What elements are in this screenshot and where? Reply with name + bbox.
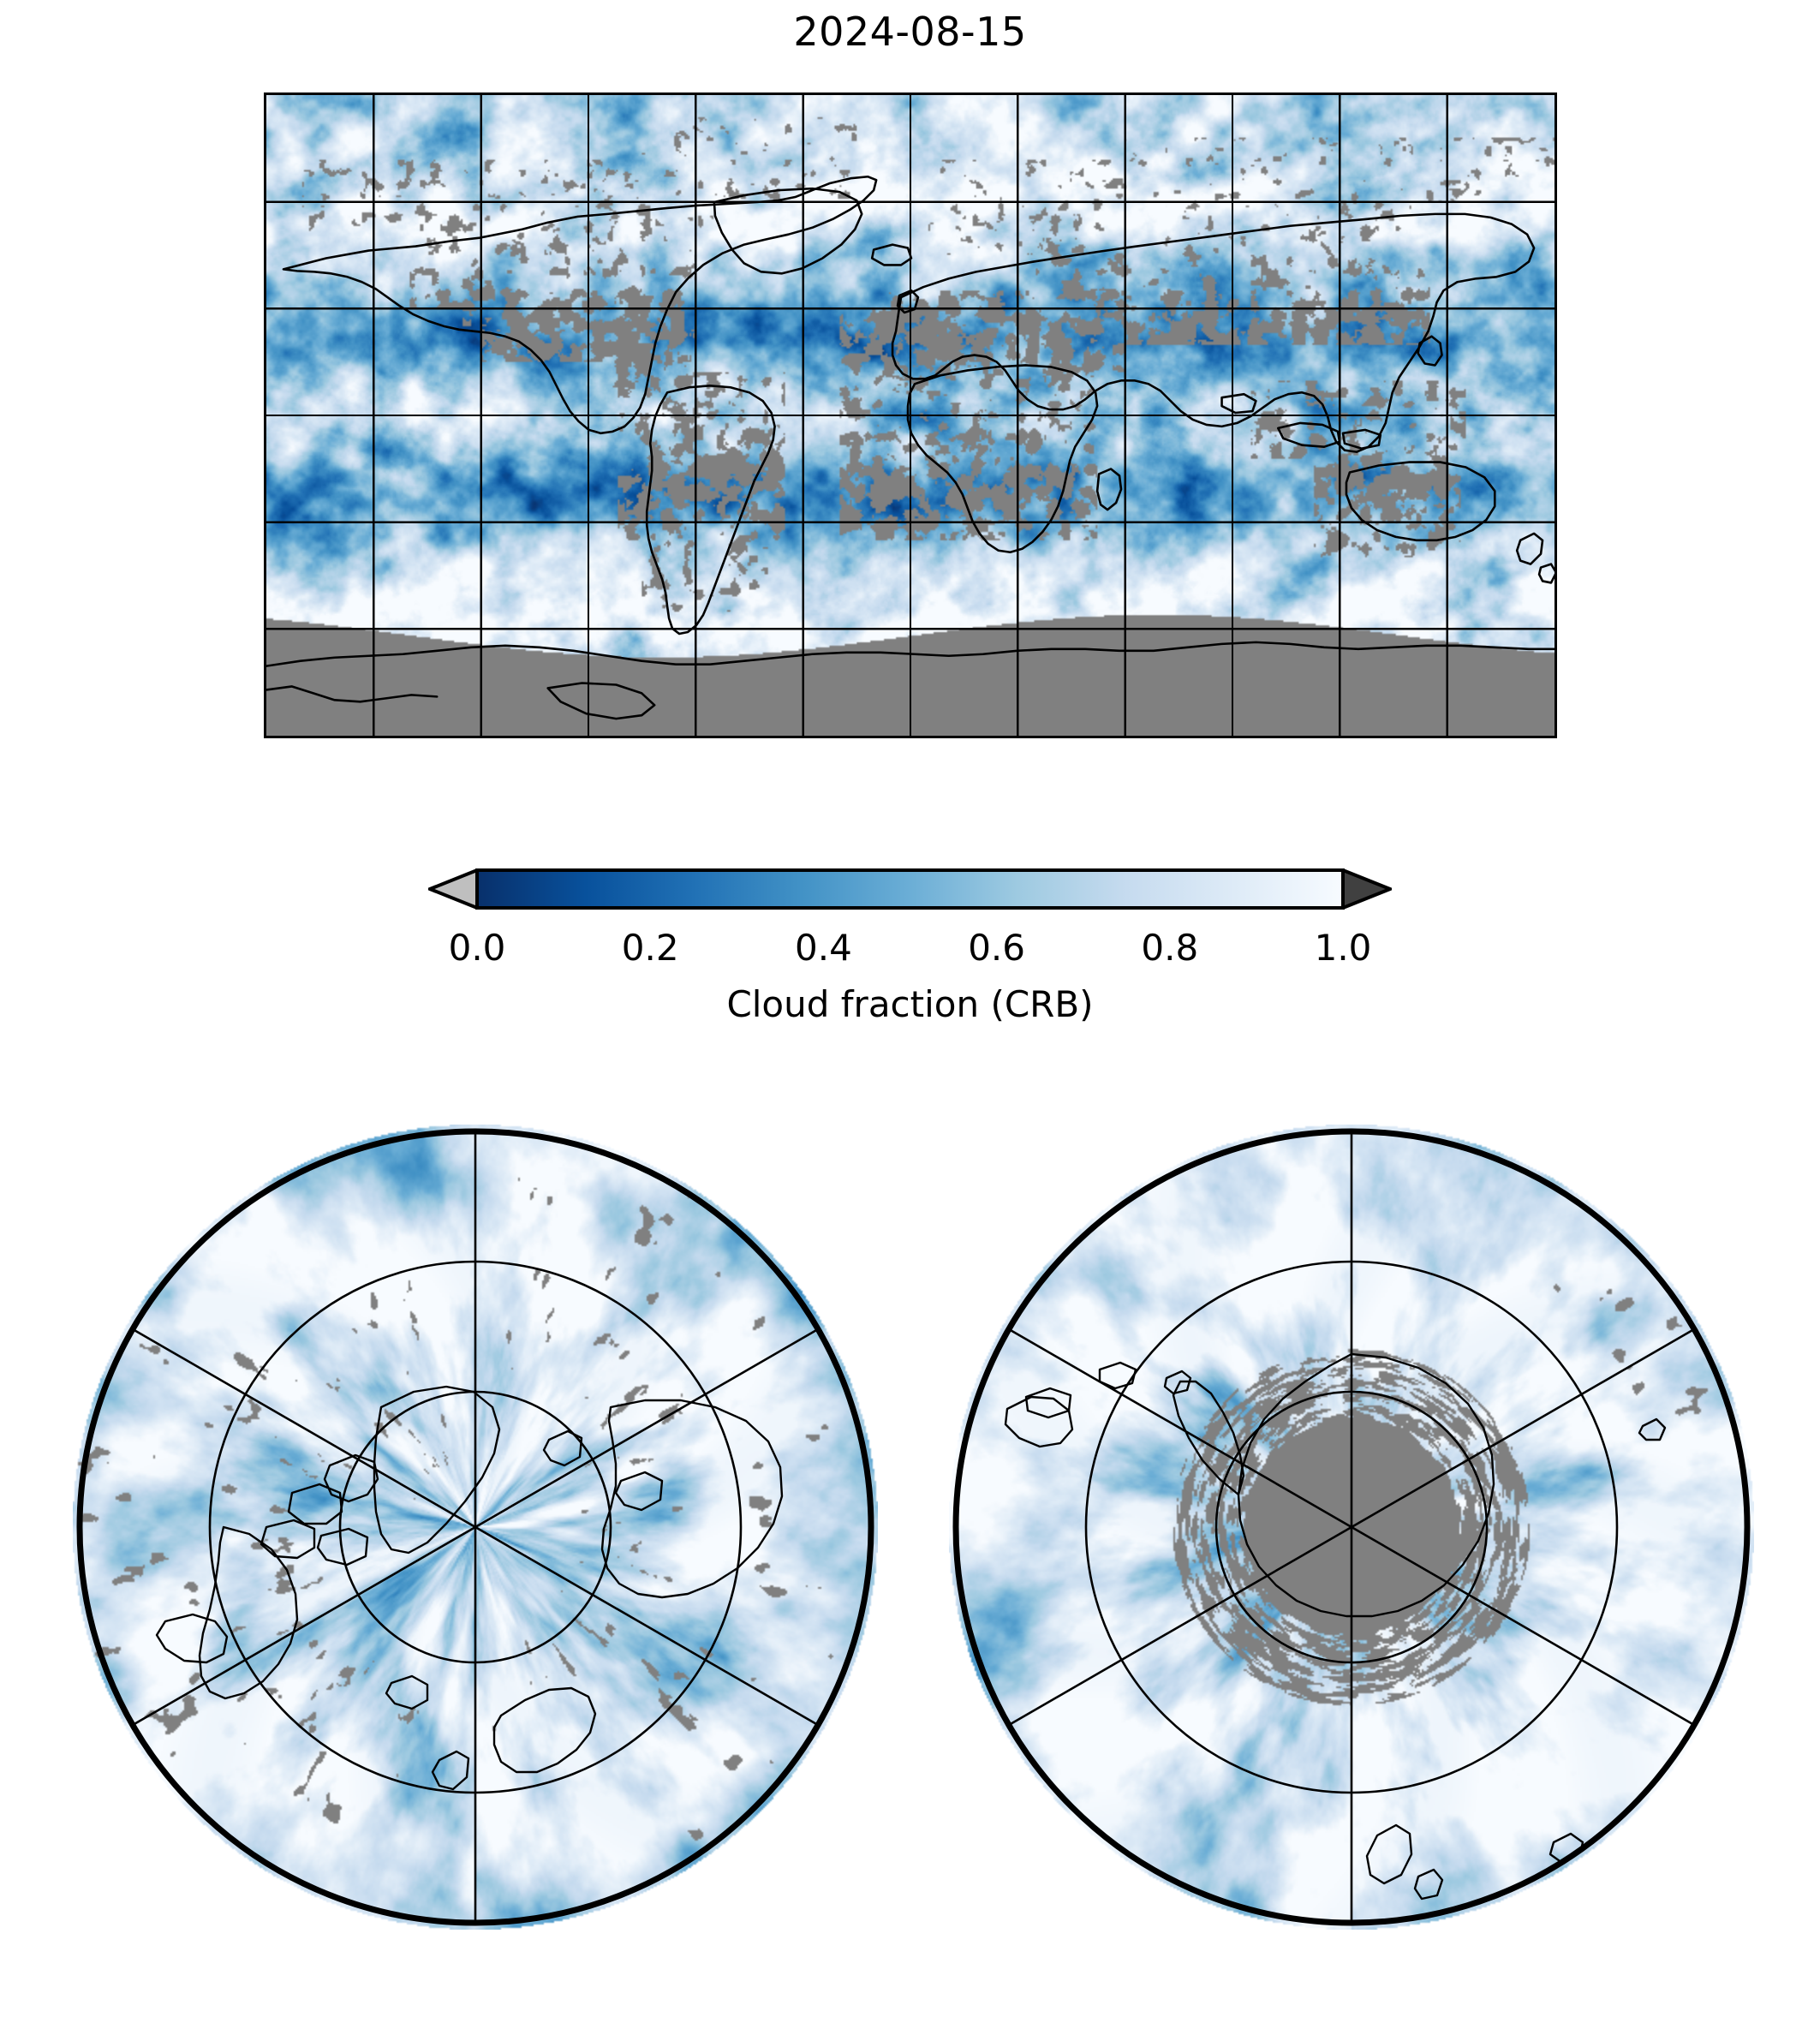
colorbar[interactable] [428,868,1392,910]
south-polar-meridian-120 [1008,1328,1695,1727]
colorbar-tick-0: 0.0 [448,927,506,969]
colorbar-axis-label: Cloud fraction (CRB) [726,983,1094,1025]
page-title: 2024-08-15 [793,9,1027,55]
global-map-panel[interactable] [264,92,1557,738]
colorbar-tick-2: 0.4 [794,927,852,969]
colorbar-tick-3: 0.6 [968,927,1025,969]
south-polar-boundary [952,1128,1751,1926]
colorbar-tick-5: 1.0 [1314,927,1372,969]
north-polar-boundary [76,1128,874,1926]
colorbar-over-arrow [1341,868,1392,910]
north-polar-overlay [76,1128,874,1926]
global-map-coastlines [266,175,1554,720]
colorbar-tick-4: 0.8 [1141,927,1199,969]
colorbar-under-arrow [428,868,479,910]
colorbar-tick-labels: 0.0 0.2 0.4 0.6 0.8 1.0 [428,927,1392,978]
global-map-gridlines [266,95,1554,736]
north-polar-panel[interactable] [73,1125,878,1930]
south-polar-panel[interactable] [949,1125,1754,1930]
south-polar-overlay [952,1128,1751,1926]
colorbar-gradient [428,868,1392,910]
colorbar-body [475,868,1345,910]
colorbar-tick-1: 0.2 [621,927,679,969]
north-polar-meridian-120 [132,1328,819,1727]
